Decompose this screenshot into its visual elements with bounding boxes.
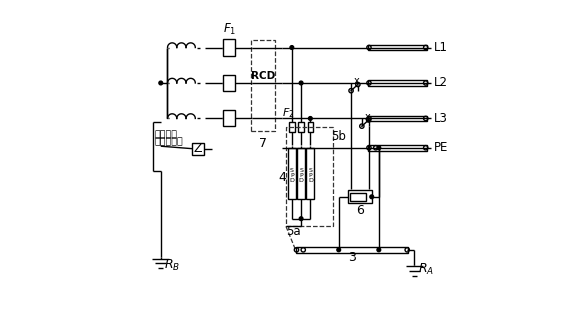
Text: $R_A$: $R_A$ (418, 262, 434, 277)
Bar (350, 193, 366, 201)
Bar (223, 111, 235, 127)
Circle shape (290, 46, 293, 49)
Circle shape (299, 81, 303, 85)
Text: $R_B$: $R_B$ (164, 258, 180, 273)
Bar (252, 40, 275, 131)
Bar (296, 247, 408, 253)
Bar (368, 145, 427, 150)
Circle shape (299, 217, 303, 220)
Text: $\mathit{F}_1$: $\mathit{F}_1$ (223, 21, 236, 36)
Text: 5b: 5b (331, 130, 346, 143)
Text: 不接地或: 不接地或 (155, 130, 178, 139)
Bar (223, 40, 235, 56)
Bar (286, 127, 333, 226)
Circle shape (377, 248, 380, 252)
Bar (368, 116, 427, 121)
Text: PE: PE (435, 141, 449, 154)
Bar (368, 80, 427, 86)
Bar (288, 148, 296, 199)
Text: L2: L2 (435, 77, 448, 89)
Text: 高阻抗接地: 高阻抗接地 (155, 138, 183, 147)
Text: S
P
D: S P D (299, 168, 303, 183)
Circle shape (337, 248, 340, 252)
Text: x: x (354, 76, 359, 86)
Text: 4: 4 (279, 171, 286, 184)
Circle shape (159, 81, 163, 85)
Bar (306, 148, 315, 199)
Bar (308, 122, 313, 132)
Text: 7: 7 (259, 137, 267, 149)
Text: L1: L1 (435, 41, 448, 54)
Circle shape (377, 146, 380, 149)
Circle shape (309, 116, 312, 120)
Text: x: x (365, 112, 370, 122)
Text: 3: 3 (348, 251, 356, 264)
Text: S
P
D: S P D (289, 168, 294, 183)
Bar (223, 75, 235, 91)
Text: 6: 6 (356, 203, 364, 217)
Bar (348, 190, 372, 203)
Bar (289, 122, 295, 132)
Text: L3: L3 (435, 112, 448, 125)
Bar (297, 148, 305, 199)
Text: S
P
D: S P D (308, 168, 313, 183)
Bar (368, 45, 427, 50)
Text: 5a: 5a (286, 225, 301, 238)
Bar (192, 143, 204, 154)
Bar (298, 122, 304, 132)
Circle shape (370, 195, 373, 199)
Text: Z: Z (194, 142, 202, 155)
Text: $\mathit{F}_2$: $\mathit{F}_2$ (282, 106, 294, 120)
Text: RCD: RCD (251, 71, 275, 81)
